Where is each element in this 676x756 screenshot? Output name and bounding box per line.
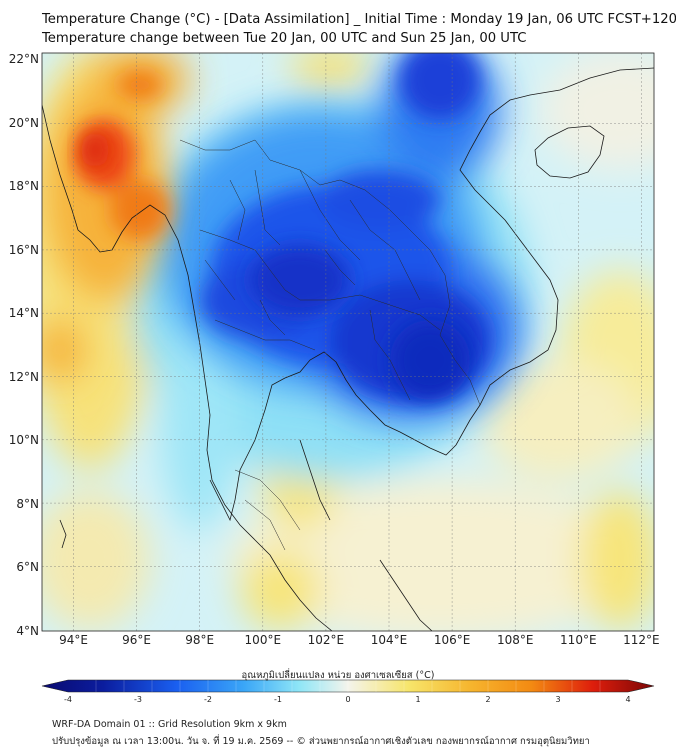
colorbar-label: อุณหภูมิเปลี่ยนแปลง หน่วย องศาเซลเซียส (… bbox=[241, 670, 435, 681]
lat-label: 6°N bbox=[16, 560, 39, 574]
colorbar-tick: 2 bbox=[485, 695, 490, 704]
map-frame bbox=[41, 52, 655, 632]
lon-label: 100°E bbox=[245, 633, 282, 647]
lat-label: 10°N bbox=[9, 433, 39, 447]
lon-label: 112°E bbox=[623, 633, 660, 647]
lon-label: 108°E bbox=[497, 633, 534, 647]
colorbar-bar bbox=[41, 679, 655, 693]
colorbar-tick: 4 bbox=[625, 695, 630, 704]
lat-label: 12°N bbox=[9, 370, 39, 384]
map-title: Temperature Change (°C) - [Data Assimila… bbox=[42, 12, 676, 27]
colorbar: -4 -3 -2 -1 0 1 2 3 4 bbox=[41, 679, 655, 704]
colorbar-tick: -2 bbox=[204, 695, 212, 704]
lon-label: 102°E bbox=[308, 633, 345, 647]
gridlines bbox=[42, 53, 654, 631]
lon-axis: 94°E 96°E 98°E 100°E 102°E 104°E 106°E 1… bbox=[59, 633, 660, 647]
lon-label: 96°E bbox=[122, 633, 151, 647]
colorbar-tick: -4 bbox=[64, 695, 72, 704]
footer-credit: ปรับปรุงข้อมูล ณ เวลา 13:00น. วัน จ. ที่… bbox=[52, 736, 590, 747]
map-subtitle: Temperature change between Tue 20 Jan, 0… bbox=[42, 31, 527, 46]
lon-label: 98°E bbox=[185, 633, 214, 647]
lat-label: 14°N bbox=[9, 306, 39, 320]
lat-label: 22°N bbox=[9, 52, 39, 66]
temperature-field bbox=[42, 53, 654, 631]
lon-label: 106°E bbox=[434, 633, 471, 647]
lat-label: 4°N bbox=[16, 624, 39, 638]
lat-label: 8°N bbox=[16, 497, 39, 511]
lon-label: 104°E bbox=[371, 633, 408, 647]
lon-label: 94°E bbox=[59, 633, 88, 647]
lat-label: 16°N bbox=[9, 243, 39, 257]
footer-grid-info: WRF-DA Domain 01 :: Grid Resolution 9km … bbox=[52, 719, 287, 730]
colorbar-tick: -3 bbox=[134, 695, 142, 704]
country-borders bbox=[179, 139, 481, 551]
colorbar-tick: 1 bbox=[415, 695, 420, 704]
colorbar-tick: 3 bbox=[555, 695, 560, 704]
colorbar-tick: -1 bbox=[274, 695, 282, 704]
lat-label: 20°N bbox=[9, 116, 39, 130]
colorbar-tick: 0 bbox=[345, 695, 350, 704]
lat-label: 18°N bbox=[9, 179, 39, 193]
lat-axis: 22°N 20°N 18°N 16°N 14°N 12°N 10°N 8°N 6… bbox=[9, 52, 39, 638]
lon-label: 110°E bbox=[560, 633, 597, 647]
